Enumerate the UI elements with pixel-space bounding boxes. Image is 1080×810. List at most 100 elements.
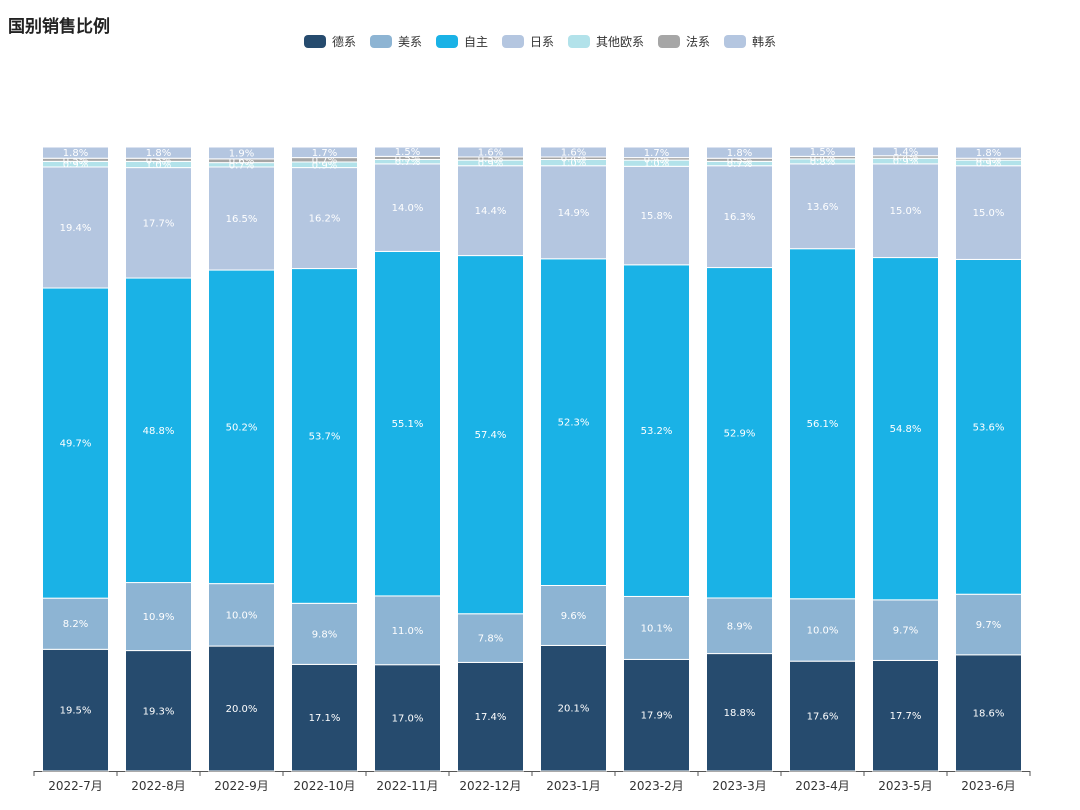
bar-segment (42, 287, 109, 599)
legend-swatch (724, 35, 747, 48)
bar-segment (457, 146, 524, 158)
legend-swatch (303, 35, 326, 48)
x-tick-label: 2022-10月 (293, 779, 355, 793)
legend-label: 自主 (463, 35, 488, 49)
data-label: 0.3% (976, 155, 1001, 166)
data-label: 50.2% (226, 422, 258, 433)
data-label: 0.8% (810, 157, 835, 168)
data-label: 17.4% (475, 712, 507, 723)
bar-segment (125, 650, 192, 772)
data-label: 18.8% (724, 708, 756, 719)
data-label: 15.8% (641, 211, 673, 222)
data-label: 0.5% (727, 155, 752, 166)
x-tick-label: 2022-9月 (214, 779, 269, 793)
data-label: 53.6% (973, 422, 1005, 433)
data-label: 10.0% (807, 625, 839, 636)
data-label: 0.5% (395, 153, 420, 164)
bar-segment (623, 595, 690, 660)
legend-label: 德系 (331, 35, 356, 49)
bar-segment (789, 248, 856, 600)
data-label: 9.8% (312, 629, 337, 640)
legend-item: 日系 (501, 33, 554, 50)
bar-segment (374, 664, 441, 772)
legend-item: 其他欧系 (568, 33, 644, 50)
data-label: 17.1% (309, 713, 341, 724)
data-label: 1.7% (312, 148, 337, 159)
x-tick-label: 2023-1月 (546, 779, 601, 793)
data-label: 14.4% (475, 206, 507, 217)
bar-segment (42, 146, 109, 159)
data-label: 1.5% (810, 147, 835, 158)
bar-segment (208, 645, 275, 772)
legend-label: 日系 (529, 35, 554, 49)
data-label: 1.7% (644, 148, 669, 159)
bar-segment (291, 146, 358, 159)
bar-segment (42, 597, 109, 650)
data-label: 17.7% (890, 711, 922, 722)
bar-segment (623, 165, 690, 266)
x-tick-label: 2023-6月 (961, 779, 1016, 793)
data-label: 1.8% (146, 148, 171, 159)
data-label: 10.0% (226, 610, 258, 621)
data-label: 16.3% (724, 212, 756, 223)
bar-segment (872, 163, 939, 259)
data-label: 15.0% (890, 206, 922, 217)
x-tick-label: 2022-7月 (48, 779, 103, 793)
legend-item: 自主 (435, 33, 488, 50)
data-label: 19.4% (60, 223, 92, 234)
data-label: 0.7% (727, 159, 752, 170)
x-tick-label: 2022-11月 (376, 779, 438, 793)
bar-segment (291, 602, 358, 665)
bar-segment (208, 146, 275, 160)
data-label: 8.9% (727, 621, 752, 632)
data-label: 54.8% (890, 424, 922, 435)
legend-swatch (369, 35, 392, 48)
bar-segment (42, 166, 109, 289)
bar-segment (374, 163, 441, 252)
data-label: 10.9% (143, 612, 175, 623)
legend-swatch (568, 35, 590, 48)
data-label: 0.4% (893, 152, 918, 163)
data-label: 55.1% (392, 419, 424, 430)
data-label: 0.5% (63, 155, 88, 166)
bar-segment (872, 146, 939, 157)
data-label: 0.7% (312, 155, 337, 166)
data-label: 1.6% (478, 147, 503, 158)
legend-swatch (658, 35, 681, 48)
data-label: 53.2% (641, 426, 673, 437)
data-label: 14.0% (392, 203, 424, 214)
data-label: 0.5% (146, 155, 171, 166)
data-label: 0.6% (229, 156, 254, 167)
data-label: 20.1% (558, 704, 590, 715)
data-label: 9.7% (976, 620, 1001, 631)
bar-segment (208, 166, 275, 271)
data-label: 52.9% (724, 428, 756, 439)
bar-segment (706, 653, 773, 772)
bar-segment (789, 163, 856, 250)
legend-label: 法系 (686, 35, 711, 49)
bar-segment (125, 146, 192, 159)
legend-swatch (501, 35, 524, 48)
bar-segment (955, 654, 1022, 772)
legend-item: 美系 (369, 33, 422, 50)
data-label: 11.0% (392, 626, 424, 637)
bar-segment (374, 595, 441, 666)
data-label: 0.9% (976, 158, 1001, 169)
data-label: 1.4% (893, 147, 918, 158)
bar-segment (125, 277, 192, 584)
bar-segment (291, 268, 358, 604)
bar-segment (955, 593, 1022, 656)
bar-segment (623, 146, 690, 159)
bar-segment (623, 264, 690, 597)
data-label: 17.6% (807, 712, 839, 723)
data-label: 7.8% (478, 634, 503, 645)
data-label: 53.7% (309, 431, 341, 442)
data-label: 0.4% (644, 154, 669, 165)
data-label: 17.9% (641, 711, 673, 722)
data-label: 0.7% (395, 157, 420, 168)
data-label: 19.3% (143, 706, 175, 717)
legend: 德系 美系 自主 日系 其他欧系 法系 韩系 (0, 33, 1080, 50)
data-label: 0.4% (810, 153, 835, 164)
data-label: 52.3% (558, 418, 590, 429)
